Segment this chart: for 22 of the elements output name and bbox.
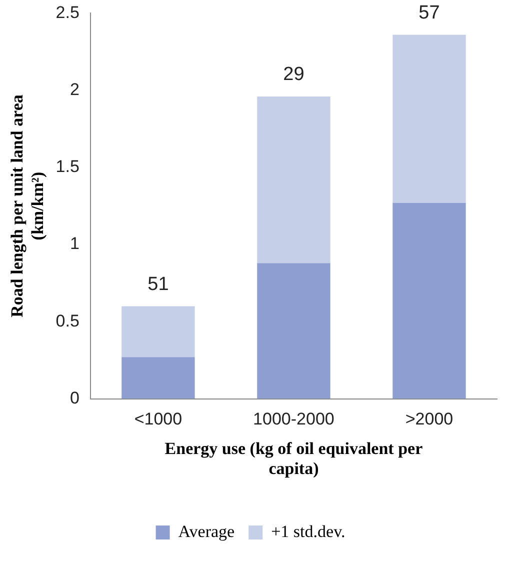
x-tick-label: <1000 — [134, 410, 182, 429]
y-tick-label: 1.5 — [56, 157, 80, 176]
y-tick-label: 1 — [70, 234, 80, 254]
y-axis-title: Road length per unit land area (km/km²) — [8, 94, 47, 318]
legend-label: Average — [178, 522, 235, 541]
bar — [392, 34, 466, 203]
bar — [257, 96, 330, 264]
bar — [392, 202, 466, 399]
annotation: 57 — [418, 2, 440, 24]
x-tick-label: 1000-2000 — [253, 410, 334, 429]
legend-label: +1 std.dev. — [271, 522, 346, 541]
bar — [257, 263, 330, 399]
y-tick-label: 2.5 — [56, 2, 80, 22]
annotation: 29 — [283, 64, 304, 86]
x-axis-title: Energy use (kg of oil equivalent per capita) — [164, 438, 424, 478]
y-tick-label: 2 — [70, 80, 80, 100]
bar — [122, 357, 195, 399]
bar — [122, 306, 195, 358]
y-tick-label: 0.5 — [56, 311, 80, 330]
x-tick-label: >2000 — [405, 410, 454, 429]
annotation: 51 — [148, 274, 169, 295]
y-tick-label: 0 — [70, 388, 80, 408]
